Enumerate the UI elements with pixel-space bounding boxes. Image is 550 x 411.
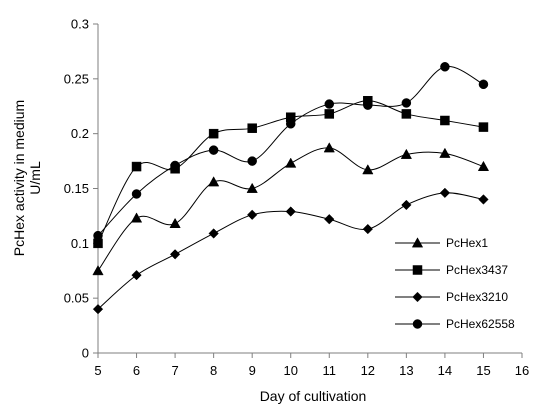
data-point-pchex3210	[285, 206, 296, 217]
data-point-pchex3210	[324, 214, 335, 225]
y-tick-label: 0.3	[71, 17, 89, 32]
data-point-pchex3210	[439, 187, 451, 199]
data-point-pchex62558	[285, 119, 296, 129]
data-point-pchex3437	[401, 109, 412, 119]
data-point-pchex1	[208, 176, 220, 187]
data-point-pchex62558	[208, 145, 219, 155]
legend-label: PcHex62558	[446, 317, 515, 331]
data-point-pchex3437	[324, 109, 335, 119]
data-point-pchex1	[400, 148, 412, 159]
x-tick-label: 9	[249, 363, 256, 378]
y-tick-label: 0.2	[71, 126, 89, 141]
data-point-pchex62558	[440, 62, 450, 72]
x-tick-label: 13	[399, 363, 413, 378]
data-point-pchex62558	[170, 160, 180, 171]
data-point-pchex62558	[363, 100, 373, 110]
data-point-pchex1	[285, 157, 297, 168]
data-point-pchex1	[169, 217, 181, 229]
series-lines	[97, 66, 484, 310]
y-tick-label: 0.15	[64, 181, 89, 196]
y-tick-label: 0.05	[64, 291, 89, 306]
legend-entry-pchex3437: PcHex3437	[395, 263, 508, 277]
legend-label: PcHex1	[446, 236, 488, 250]
x-tick-label: 7	[171, 363, 178, 378]
data-point-pchex3437	[131, 161, 142, 172]
y-axis-unit: U/mL	[27, 161, 43, 195]
x-tick-label: 8	[210, 363, 217, 378]
data-point-pchex62558	[324, 99, 335, 109]
legend-entry-pchex62558: PcHex62558	[395, 317, 515, 331]
x-axis-title: Day of cultivation	[260, 388, 367, 404]
data-point-pchex3437	[478, 122, 489, 132]
x-tick-label: 15	[476, 363, 490, 378]
x-tick-label: 12	[361, 363, 375, 378]
data-point-pchex62558	[478, 79, 489, 90]
data-point-pchex3210	[169, 249, 181, 260]
data-point-pchex3210	[131, 269, 142, 281]
tick-labels: 0 0.05 0.1 0.15 0.2 0.25 0.3 5 6 7 8 9 10 11 12 13 14 15 1…	[64, 17, 530, 379]
data-point-pchex1	[92, 265, 104, 276]
x-tick-label: 10	[283, 363, 297, 378]
data-point-pchex3437	[208, 128, 219, 139]
axes	[93, 23, 523, 358]
data-point-pchex62558	[401, 98, 412, 108]
x-tick-label: 6	[133, 363, 140, 378]
data-point-pchex1	[362, 164, 374, 175]
x-tick-label: 11	[323, 363, 337, 378]
legend-marker-pchex62558	[412, 319, 423, 329]
legend-marker-pchex3210	[412, 291, 423, 303]
y-axis-title: PcHex activity in medium	[11, 100, 27, 256]
data-point-pchex62558	[93, 230, 103, 241]
y-tick-label: 0	[82, 346, 89, 361]
legend-entry-pchex1: PcHex1	[395, 236, 488, 250]
data-point-pchex3210	[247, 209, 258, 220]
legend-label: PcHex3437	[446, 263, 508, 277]
data-point-pchex3210	[401, 199, 412, 211]
y-tick-label: 0.1	[71, 236, 89, 251]
data-point-pchex3210	[362, 223, 373, 235]
legend-marker-pchex1	[411, 237, 424, 248]
legend-entry-pchex3210: PcHex3210	[395, 290, 508, 304]
data-point-pchex1	[246, 182, 258, 193]
data-point-pchex62558	[131, 189, 142, 199]
data-point-pchex3437	[440, 115, 450, 126]
data-point-pchex1	[439, 147, 451, 158]
legend: PcHex1 PcHex3437 PcHex3210 PcHex62558	[395, 236, 515, 331]
y-tick-label: 0.25	[64, 71, 89, 86]
data-point-pchex1	[130, 212, 143, 223]
x-tick-label: 16	[515, 363, 529, 378]
series-markers	[92, 62, 490, 315]
data-point-pchex1	[477, 160, 490, 171]
data-point-pchex3210	[478, 194, 489, 205]
legend-marker-pchex3437	[412, 265, 423, 275]
data-point-pchex3210	[92, 303, 104, 315]
data-point-pchex3210	[208, 228, 219, 239]
x-tick-label: 14	[438, 363, 452, 378]
data-point-pchex3437	[247, 123, 257, 133]
data-point-pchex1	[323, 142, 335, 153]
x-tick-label: 5	[94, 363, 101, 378]
data-point-pchex62558	[247, 156, 257, 166]
legend-label: PcHex3210	[446, 290, 508, 304]
